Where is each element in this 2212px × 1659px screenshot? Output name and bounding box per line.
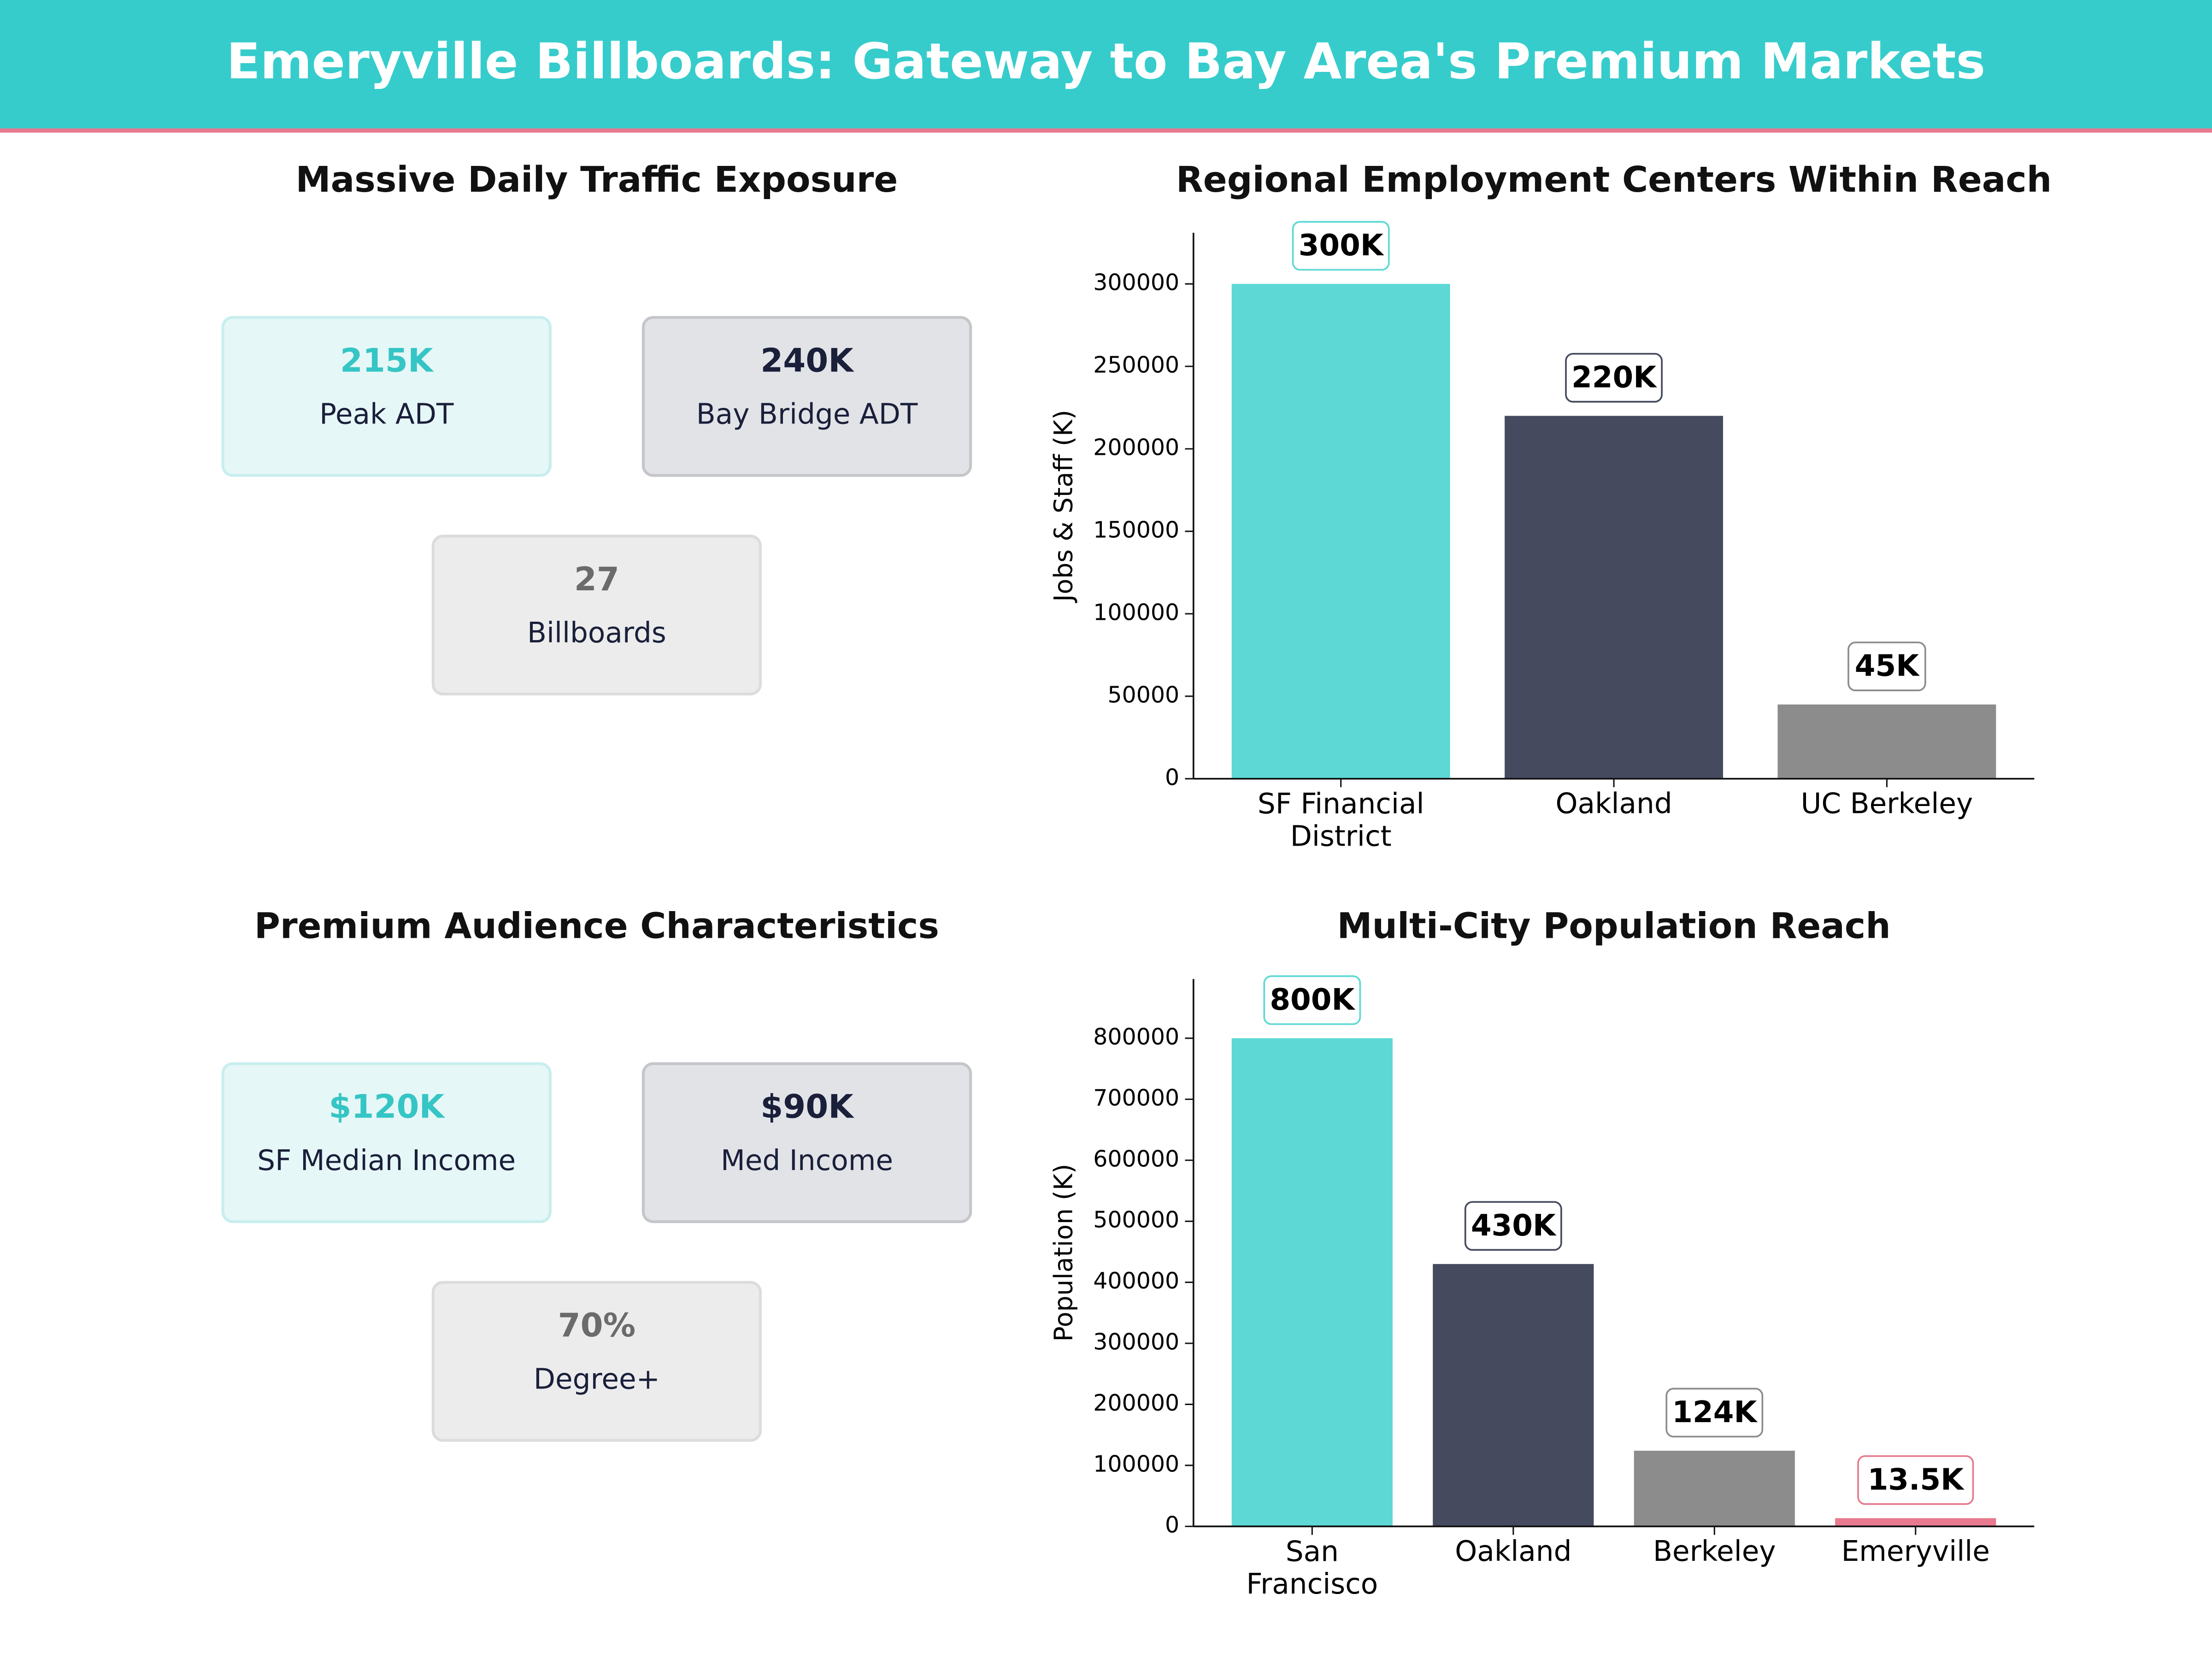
- x-tick-label: Oakland: [1555, 788, 1672, 820]
- stat-value: 215K: [340, 341, 434, 379]
- y-tick-label: 0: [1165, 764, 1179, 790]
- bar: [1634, 1451, 1795, 1527]
- value-label-box: [1665, 1388, 1764, 1438]
- bar: [1835, 1518, 1996, 1527]
- y-tick-label: 300000: [1093, 1329, 1179, 1355]
- y-tick-label: 200000: [1093, 434, 1179, 460]
- y-tick-label: 600000: [1093, 1146, 1179, 1172]
- value-label: 45K: [1855, 649, 1920, 683]
- x-tick-label: Berkeley: [1653, 1535, 1776, 1568]
- y-axis-label: Population (K): [1048, 1164, 1078, 1341]
- chart-title: Multi-City Population Reach: [1337, 906, 1890, 947]
- value-label-box: [1565, 353, 1663, 403]
- stat-label: Bay Bridge ADT: [696, 398, 918, 431]
- y-tick-label: 700000: [1093, 1085, 1179, 1111]
- stat-label: SF Median Income: [257, 1144, 516, 1177]
- y-tick-label: 150000: [1093, 517, 1179, 543]
- y-tick-label: 300000: [1093, 270, 1179, 296]
- bar: [1433, 1264, 1594, 1527]
- stat-value: $120K: [329, 1088, 446, 1126]
- bar: [1777, 704, 1996, 779]
- bar: [1231, 1038, 1393, 1527]
- stat-card: [431, 1281, 762, 1442]
- x-tick-label: UC Berkeley: [1801, 788, 1973, 820]
- header-bar: [0, 0, 2212, 130]
- value-label-box: [1857, 1455, 1974, 1505]
- value-label-box: [1263, 975, 1361, 1025]
- header-rule: [0, 128, 2212, 133]
- y-tick-label: 250000: [1093, 352, 1179, 378]
- stat-card: [641, 316, 972, 477]
- stat-card: [641, 1062, 972, 1224]
- stat-value: 27: [574, 560, 619, 598]
- x-tick-label: Oakland: [1455, 1535, 1571, 1568]
- stat-value: 240K: [760, 341, 854, 379]
- stat-card: [221, 316, 552, 477]
- y-tick-label: 400000: [1093, 1268, 1179, 1294]
- value-label: 124K: [1672, 1395, 1758, 1430]
- value-label-box: [1464, 1201, 1562, 1251]
- stat-card: [221, 1062, 552, 1224]
- stat-label: Peak ADT: [319, 398, 454, 431]
- y-tick-label: 100000: [1093, 1451, 1179, 1477]
- value-label: 220K: [1571, 360, 1657, 394]
- y-tick-label: 0: [1165, 1512, 1179, 1538]
- value-label: 13.5K: [1868, 1462, 1965, 1497]
- value-label-box: [1292, 221, 1390, 271]
- y-tick-label: 50000: [1107, 682, 1179, 708]
- chart-title: Regional Employment Centers Within Reach: [1176, 159, 2052, 200]
- panel-title: Massive Daily Traffic Exposure: [296, 159, 898, 200]
- value-label: 800K: [1270, 982, 1355, 1017]
- stat-label: Billboards: [527, 617, 666, 649]
- panel-title: Premium Audience Characteristics: [254, 906, 939, 947]
- stat-label: Med Income: [721, 1144, 893, 1177]
- y-tick-label: 800000: [1093, 1024, 1179, 1050]
- page-title: Emeryville Billboards: Gateway to Bay Ar…: [227, 33, 1986, 90]
- y-tick-label: 500000: [1093, 1207, 1179, 1233]
- value-label: 430K: [1471, 1208, 1557, 1243]
- y-tick-label: 200000: [1093, 1390, 1179, 1416]
- x-tick-label: SF Financial District: [1258, 788, 1424, 853]
- value-label: 300K: [1299, 228, 1384, 263]
- bar: [1231, 284, 1450, 779]
- bar: [1505, 416, 1723, 779]
- x-tick-label: San Francisco: [1246, 1535, 1378, 1600]
- y-axis-label: Jobs & Staff (K): [1048, 410, 1078, 603]
- y-tick-label: 100000: [1093, 599, 1179, 625]
- stat-label: Degree+: [534, 1363, 660, 1396]
- value-label-box: [1847, 641, 1926, 691]
- x-tick-label: Emeryville: [1841, 1535, 1990, 1568]
- stat-card: [431, 535, 762, 696]
- stat-value: $90K: [760, 1088, 854, 1126]
- stat-value: 70%: [558, 1306, 635, 1344]
